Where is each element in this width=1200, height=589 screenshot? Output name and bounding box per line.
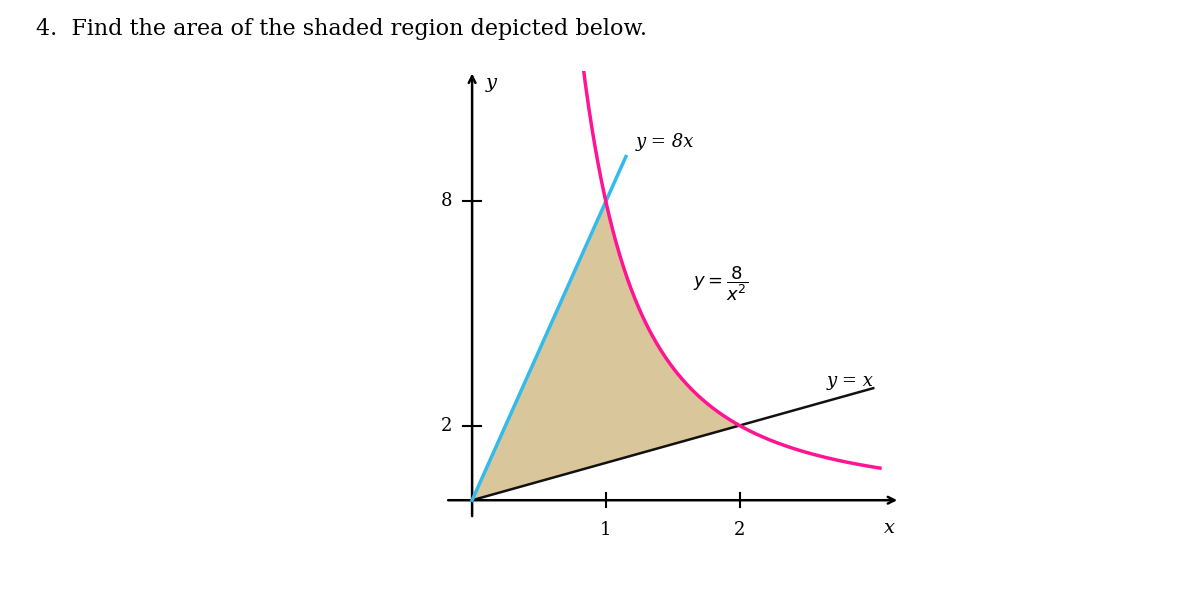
Text: y = x: y = x [827, 372, 874, 390]
Text: 2: 2 [440, 416, 452, 435]
Text: y = 8x: y = 8x [635, 133, 694, 151]
Polygon shape [472, 201, 739, 500]
Text: 2: 2 [734, 521, 745, 539]
Text: $y = \dfrac{8}{x^2}$: $y = \dfrac{8}{x^2}$ [692, 264, 748, 303]
Text: y: y [486, 74, 497, 92]
Text: 1: 1 [600, 521, 612, 539]
Text: 4.  Find the area of the shaded region depicted below.: 4. Find the area of the shaded region de… [36, 18, 647, 39]
Text: 8: 8 [440, 193, 452, 210]
Text: x: x [884, 519, 895, 537]
